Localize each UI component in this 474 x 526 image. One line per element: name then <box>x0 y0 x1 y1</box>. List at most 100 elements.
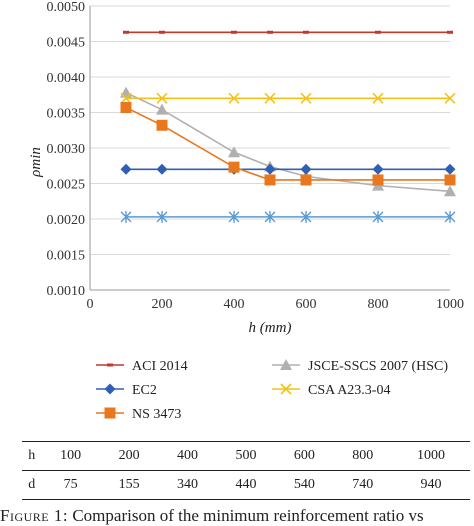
legend-entry: EC2 <box>96 383 157 398</box>
data-point <box>156 163 168 175</box>
data-point <box>228 92 240 104</box>
table-cell: d <box>22 470 42 500</box>
legend-marker <box>280 359 292 370</box>
table-cell: 440 <box>216 470 276 500</box>
data-point <box>300 163 312 175</box>
legend-entry: CSA A23.3-04 <box>272 383 390 398</box>
data-point <box>375 30 381 34</box>
data-point <box>300 210 312 223</box>
data-point <box>444 92 456 104</box>
x-tick-label: 1000 <box>436 297 464 312</box>
data-point <box>228 210 240 223</box>
x-tick-label: 400 <box>224 297 245 312</box>
data-point <box>303 30 309 34</box>
legend-marker <box>107 363 113 367</box>
data-point <box>228 161 240 173</box>
table-cell: 155 <box>99 470 159 500</box>
y-tick-label: 0.0045 <box>47 36 86 51</box>
table-cell: 1000 <box>392 441 470 471</box>
data-point <box>264 174 276 186</box>
table-cell: 100 <box>41 441 100 471</box>
y-tick-label: 0.0040 <box>47 71 86 86</box>
x-tick-labels: 0 200 400 600 800 1000 <box>87 297 465 312</box>
data-point <box>444 210 456 223</box>
legend: ACI 2014 JSCE-SSCS 2007 (HSC) EC2 CSA A23.3… <box>96 359 448 422</box>
x-axis-title: h (mm) <box>249 320 292 336</box>
data-point <box>300 92 312 104</box>
series-ns-3473 <box>120 102 456 186</box>
data-point <box>372 163 384 175</box>
table-cell: 400 <box>158 441 217 471</box>
series-unlabeled <box>120 210 456 223</box>
data-point <box>264 163 276 175</box>
y-axis-title: ρmin <box>28 147 44 178</box>
table-row-d: d 75 155 340 440 540 740 940 <box>22 470 470 500</box>
legend-label: EC2 <box>132 383 157 398</box>
table-cell: h <box>22 441 42 471</box>
y-tick-label: 0.0025 <box>47 178 86 193</box>
table-cell: 800 <box>333 441 392 471</box>
data-point <box>228 146 240 158</box>
legend-label: ACI 2014 <box>132 359 188 374</box>
legend-marker <box>280 383 292 395</box>
table-cell: 340 <box>158 470 217 500</box>
figure-caption: Figure 1: Comparison of the minimum rein… <box>0 506 474 526</box>
data-point <box>267 30 273 34</box>
data-point <box>300 174 312 186</box>
data-point <box>120 210 132 223</box>
data-point <box>123 30 129 34</box>
y-tick-label: 0.0050 <box>47 0 86 15</box>
caption-text: Comparison of the minimum reinforcement … <box>68 506 424 525</box>
table-cell: 540 <box>275 470 334 500</box>
data-point <box>264 210 276 223</box>
table-cell: 940 <box>392 470 470 500</box>
data-point <box>120 86 132 98</box>
data-point <box>444 163 456 175</box>
series-ec2 <box>120 163 456 175</box>
legend-marker <box>104 407 116 419</box>
y-tick-label: 0.0035 <box>47 107 86 122</box>
data-point <box>156 92 168 104</box>
chart: 0.0010 0.0015 0.0020 0.0025 0.0030 0.0035 0.00… <box>28 0 465 422</box>
axes <box>89 6 450 291</box>
y-tick-label: 0.0015 <box>47 249 86 264</box>
table-cell: 600 <box>275 441 334 471</box>
series-layer <box>120 30 456 223</box>
legend-label: CSA A23.3-04 <box>308 383 390 398</box>
data-point <box>120 102 132 114</box>
legend-label: JSCE-SSCS 2007 (HSC) <box>308 359 448 374</box>
series-aci-2014 <box>123 30 453 34</box>
x-tick-label: 800 <box>368 297 389 312</box>
legend-label: NS 3473 <box>132 407 181 422</box>
table-cell: 740 <box>333 470 392 500</box>
data-point <box>156 119 168 131</box>
table-cell: 200 <box>99 441 159 471</box>
y-tick-label: 0.0020 <box>47 213 86 228</box>
table-row-h: h 100 200 400 500 600 800 1000 <box>22 441 470 471</box>
x-tick-label: 600 <box>296 297 317 312</box>
series-csa-a23-3-04 <box>120 92 456 104</box>
data-point <box>120 92 132 104</box>
data-point <box>447 30 453 34</box>
data-point <box>156 103 168 115</box>
y-tick-labels: 0.0010 0.0015 0.0020 0.0025 0.0030 0.0035 0.00… <box>47 0 86 299</box>
y-tick-label: 0.0010 <box>47 284 86 299</box>
table-cell: 500 <box>216 441 276 471</box>
data-point <box>264 92 276 104</box>
legend-entry: ACI 2014 <box>96 359 188 374</box>
data-point <box>159 30 165 34</box>
table-cell: 75 <box>41 470 100 500</box>
data-point <box>444 174 456 186</box>
series-line <box>125 91 451 193</box>
legend-entry: NS 3473 <box>96 407 181 422</box>
x-tick-label: 200 <box>152 297 173 312</box>
grid-lines <box>90 5 450 291</box>
data-point <box>372 210 384 223</box>
x-tick-label: 0 <box>87 297 94 312</box>
data-point <box>231 30 237 34</box>
data-point <box>372 92 384 104</box>
data-point <box>372 174 384 186</box>
dimension-table: h 100 200 400 500 600 800 1000 d 75 155 … <box>22 441 470 500</box>
y-tick-label: 0.0030 <box>47 142 86 157</box>
figure-label: Figure 1: <box>0 506 69 525</box>
